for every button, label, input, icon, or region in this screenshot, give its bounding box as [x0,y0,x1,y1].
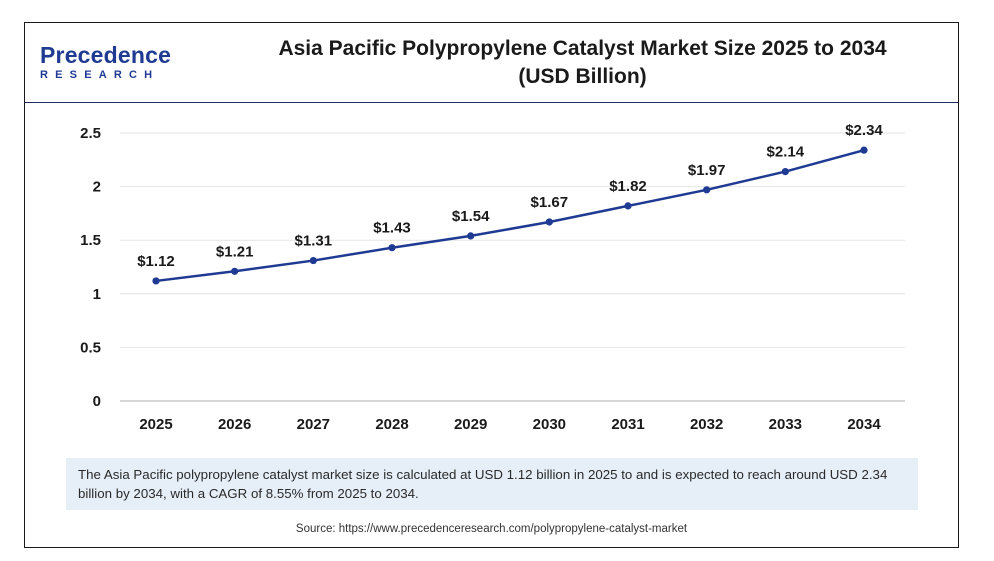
chart-title: Asia Pacific Polypropylene Catalyst Mark… [215,35,950,91]
caption-box: The Asia Pacific polypropylene catalyst … [66,458,918,510]
data-label: $1.43 [373,220,411,237]
x-tick-label: 2032 [690,416,723,433]
header: Precedence RESEARCH Asia Pacific Polypro… [25,23,958,103]
data-label: $2.34 [845,122,883,139]
y-tick-label: 0.5 [80,339,101,356]
line-chart: 0 0.5 1 1.5 2 2.5 2025 2026 2027 2028 2029 2030 2031… [80,122,905,433]
x-tick-label: 2027 [297,416,330,433]
data-label: $1.31 [295,233,333,250]
x-tick-label: 2028 [375,416,408,433]
data-point [860,146,868,154]
x-tick-label: 2034 [847,416,881,433]
y-tick-label: 1 [93,286,101,303]
data-point [467,232,475,240]
logo-wordmark: Precedence [40,42,172,68]
y-tick-label: 1.5 [80,232,101,249]
x-tick-label: 2025 [139,416,172,433]
data-point [309,256,317,265]
data-label: $2.14 [767,144,805,161]
x-tick-label: 2029 [454,416,487,433]
data-point [781,167,789,176]
data-point [231,267,239,275]
chart-frame: Precedence RESEARCH Asia Pacific Polypro… [24,22,959,548]
x-tick-label: 2030 [533,416,566,433]
logo-subtitle: RESEARCH [40,69,160,81]
source-text: Source: https://www.precedenceresearch.c… [295,523,688,535]
chart-title-line1: Asia Pacific Polypropylene Catalyst Mark… [278,37,887,60]
series-line [155,148,865,283]
y-tick-label: 0 [93,393,101,410]
data-point [545,218,553,226]
data-label: $1.82 [609,178,647,195]
data-point [152,277,160,285]
logo: Precedence RESEARCH [40,43,171,82]
x-tick-label: 2031 [611,416,644,433]
data-point [624,202,632,210]
data-point [388,244,396,252]
data-label: $1.97 [688,162,726,179]
data-label: $1.54 [452,208,490,225]
x-tick-label: 2033 [769,416,802,433]
data-label: $1.21 [216,243,254,260]
y-tick-label: 2 [93,179,101,196]
x-tick-label: 2026 [218,416,251,433]
chart-title-line2: (USD Billion) [518,65,647,88]
data-point [703,186,711,194]
data-label: $1.67 [531,194,569,211]
data-label: $1.12 [137,253,175,270]
y-tick-label: 2.5 [80,125,101,142]
